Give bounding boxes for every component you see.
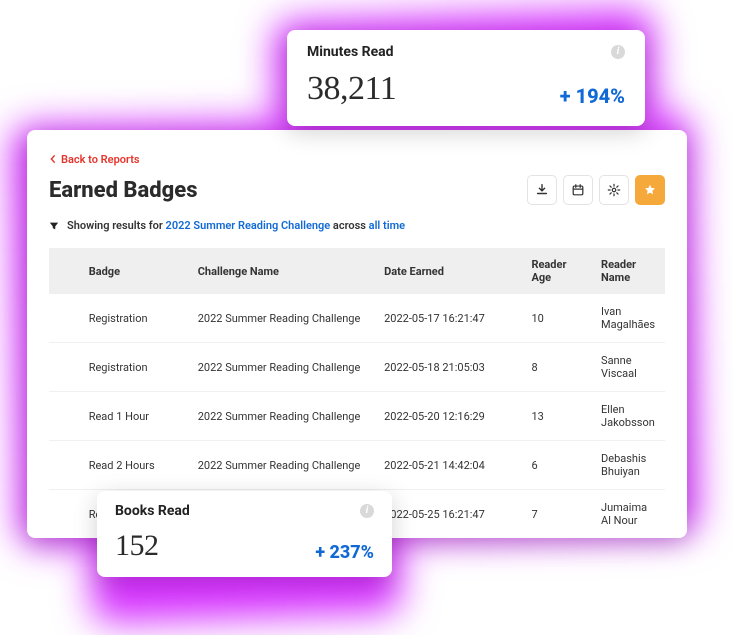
cell-badge: Registration bbox=[79, 294, 188, 343]
star-icon bbox=[643, 183, 657, 197]
cell-date: 2022-05-25 16:21:47 bbox=[374, 490, 521, 539]
books-card-title: Books Read bbox=[115, 503, 190, 519]
cell-date: 2022-05-18 21:05:03 bbox=[374, 343, 521, 392]
cell-age: 13 bbox=[521, 392, 591, 441]
col-age[interactable]: Reader Age bbox=[521, 248, 591, 294]
cell-challenge: 2022 Summer Reading Challenge bbox=[188, 294, 374, 343]
chevron-left-icon bbox=[49, 155, 57, 163]
favorite-button[interactable] bbox=[635, 175, 665, 205]
download-icon bbox=[535, 183, 549, 197]
earned-badges-panel: Back to Reports Earned Badges Showing re… bbox=[27, 130, 687, 538]
settings-button[interactable] bbox=[599, 175, 629, 205]
cell-age: 8 bbox=[521, 343, 591, 392]
info-icon[interactable] bbox=[360, 504, 374, 518]
cell-reader: Ivan Magalhães bbox=[591, 294, 665, 343]
filter-summary: Showing results for 2022 Summer Reading … bbox=[49, 219, 665, 232]
table-row[interactable]: Read 1 Hour2022 Summer Reading Challenge… bbox=[49, 392, 665, 441]
cell-challenge: 2022 Summer Reading Challenge bbox=[188, 343, 374, 392]
books-value: 152 bbox=[115, 529, 159, 563]
table-row[interactable]: Read 2 Hours2022 Summer Reading Challeng… bbox=[49, 441, 665, 490]
filter-prefix: Showing results for bbox=[67, 219, 163, 232]
download-button[interactable] bbox=[527, 175, 557, 205]
books-change: + 237% bbox=[315, 542, 374, 563]
cell-badge: Read 2 Hours bbox=[79, 441, 188, 490]
filter-icon bbox=[49, 221, 59, 231]
filter-range-link[interactable]: all time bbox=[369, 219, 405, 232]
action-bar bbox=[527, 175, 665, 205]
info-icon[interactable] bbox=[611, 45, 625, 59]
table-header-row: Badge Challenge Name Date Earned Reader … bbox=[49, 248, 665, 294]
filter-challenge-link[interactable]: 2022 Summer Reading Challenge bbox=[166, 219, 331, 232]
cell-badge: Registration bbox=[79, 343, 188, 392]
col-reader[interactable]: Reader Name bbox=[591, 248, 665, 294]
cell-challenge: 2022 Summer Reading Challenge bbox=[188, 441, 374, 490]
cell-reader: Debashis Bhuiyan bbox=[591, 441, 665, 490]
back-label: Back to Reports bbox=[61, 153, 140, 166]
cell-date: 2022-05-21 14:42:04 bbox=[374, 441, 521, 490]
col-challenge[interactable]: Challenge Name bbox=[188, 248, 374, 294]
col-badge[interactable]: Badge bbox=[79, 248, 188, 294]
table-row[interactable]: Registration2022 Summer Reading Challeng… bbox=[49, 343, 665, 392]
table-row[interactable]: Registration2022 Summer Reading Challeng… bbox=[49, 294, 665, 343]
cell-age: 7 bbox=[521, 490, 591, 539]
filter-middle: across bbox=[333, 219, 366, 232]
cell-reader: Sanne Viscaal bbox=[591, 343, 665, 392]
minutes-read-card: Minutes Read 38,211 + 194% bbox=[287, 30, 645, 126]
cell-age: 10 bbox=[521, 294, 591, 343]
cell-badge: Read 1 Hour bbox=[79, 392, 188, 441]
cell-date: 2022-05-17 16:21:47 bbox=[374, 294, 521, 343]
cell-age: 6 bbox=[521, 441, 591, 490]
cell-reader: Ellen Jakobsson bbox=[591, 392, 665, 441]
calendar-icon bbox=[571, 183, 585, 197]
back-to-reports-link[interactable]: Back to Reports bbox=[49, 153, 140, 166]
cell-reader: Jumaima Al Nour bbox=[591, 490, 665, 539]
cell-challenge: 2022 Summer Reading Challenge bbox=[188, 392, 374, 441]
minutes-change: + 194% bbox=[560, 84, 625, 108]
minutes-value: 38,211 bbox=[307, 70, 396, 108]
minutes-card-title: Minutes Read bbox=[307, 44, 394, 60]
col-date[interactable]: Date Earned bbox=[374, 248, 521, 294]
cell-date: 2022-05-20 12:16:29 bbox=[374, 392, 521, 441]
gear-icon bbox=[607, 183, 621, 197]
books-read-card: Books Read 152 + 237% bbox=[97, 491, 392, 577]
calendar-button[interactable] bbox=[563, 175, 593, 205]
page-title: Earned Badges bbox=[49, 178, 198, 203]
